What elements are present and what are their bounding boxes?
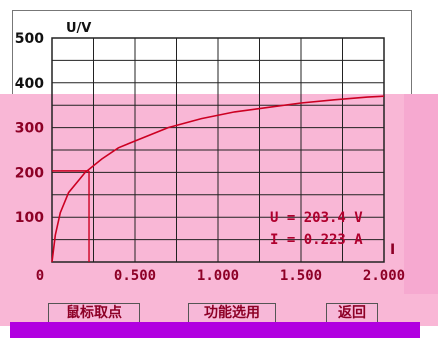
y-tick-label: 400: [15, 76, 44, 92]
y-tick-label: 200: [15, 165, 44, 181]
x-tick-label: 2.000: [363, 268, 405, 284]
readout: U = 203.4 V I = 0.223 A: [270, 207, 363, 251]
y-tick-label: 500: [15, 31, 44, 47]
highlight-band: [0, 94, 438, 326]
highlight-band-right: [404, 94, 438, 294]
x-tick-label: 0.500: [114, 268, 156, 284]
voltage-readout: U = 203.4 V: [270, 210, 363, 226]
bottom-bar: [10, 322, 420, 338]
x-tick-label: 0: [36, 268, 44, 284]
current-readout: I = 0.223 A: [270, 232, 363, 248]
series-curve: [51, 95, 385, 263]
x-tick-label: 1.000: [197, 268, 239, 284]
function-button[interactable]: 功能选用: [188, 303, 276, 323]
pick-point-button[interactable]: 鼠标取点: [48, 303, 140, 323]
y-tick-label: 300: [15, 121, 44, 137]
back-button[interactable]: 返回: [326, 303, 378, 323]
x-axis-label: I: [390, 242, 395, 258]
y-axis-label: U/V: [66, 21, 91, 36]
x-tick-label: 1.500: [280, 268, 322, 284]
y-tick-label: 100: [15, 210, 44, 226]
